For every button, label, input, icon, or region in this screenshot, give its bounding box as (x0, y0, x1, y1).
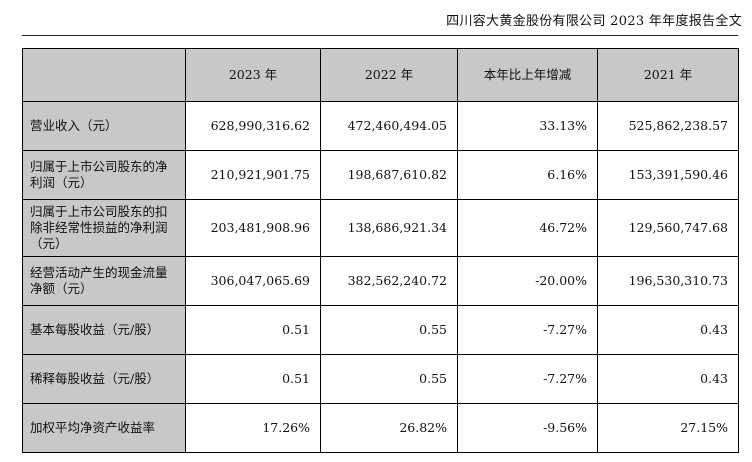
row-label: 经营活动产生的现金流量净额（元） (22, 256, 186, 306)
header-corner-cell (22, 48, 186, 102)
table-row: 营业收入（元） 628,990,316.62 472,460,494.05 33… (22, 101, 739, 151)
value-2022: 26.82% (320, 403, 458, 453)
financial-data-table: 2023 年 2022 年 本年比上年增减 2021 年 营业收入（元） 628… (22, 48, 739, 453)
row-label: 营业收入（元） (22, 101, 186, 151)
value-2022: 0.55 (320, 305, 458, 355)
value-yoy-change: 46.72% (457, 199, 598, 257)
value-2023: 203,481,908.96 (185, 199, 321, 257)
value-2023: 17.26% (185, 403, 321, 453)
table-row: 归属于上市公司股东的扣除非经常性损益的净利润（元） 203,481,908.96… (22, 199, 739, 257)
report-header-title: 四川容大黄金股份有限公司 2023 年年度报告全文 (446, 14, 742, 29)
value-2023: 306,047,065.69 (185, 256, 321, 306)
column-header-yoy-change: 本年比上年增减 (457, 48, 598, 102)
value-yoy-change: -20.00% (457, 256, 598, 306)
column-header-2023: 2023 年 (185, 48, 321, 102)
value-2021: 0.43 (597, 354, 739, 404)
value-yoy-change: -9.56% (457, 403, 598, 453)
value-2023: 210,921,901.75 (185, 150, 321, 200)
table-header-row: 2023 年 2022 年 本年比上年增减 2021 年 (22, 48, 739, 102)
row-label: 归属于上市公司股东的净利润（元） (22, 150, 186, 200)
value-2021: 0.43 (597, 305, 739, 355)
value-2022: 472,460,494.05 (320, 101, 458, 151)
value-2022: 198,687,610.82 (320, 150, 458, 200)
value-2021: 196,530,310.73 (597, 256, 739, 306)
column-header-2021: 2021 年 (597, 48, 739, 102)
row-label: 加权平均净资产收益率 (22, 403, 186, 453)
table-row: 经营活动产生的现金流量净额（元） 306,047,065.69 382,562,… (22, 256, 739, 306)
value-2021: 129,560,747.68 (597, 199, 739, 257)
table-row: 归属于上市公司股东的净利润（元） 210,921,901.75 198,687,… (22, 150, 739, 200)
table-row: 稀释每股收益（元/股） 0.51 0.55 -7.27% 0.43 (22, 354, 739, 404)
column-header-2022: 2022 年 (320, 48, 458, 102)
value-2023: 0.51 (185, 305, 321, 355)
row-label: 基本每股收益（元/股） (22, 305, 186, 355)
value-2021: 153,391,590.46 (597, 150, 739, 200)
table-row: 基本每股收益（元/股） 0.51 0.55 -7.27% 0.43 (22, 305, 739, 355)
row-label: 归属于上市公司股东的扣除非经常性损益的净利润（元） (22, 199, 186, 257)
value-yoy-change: 6.16% (457, 150, 598, 200)
value-2022: 0.55 (320, 354, 458, 404)
value-2023: 628,990,316.62 (185, 101, 321, 151)
value-2022: 382,562,240.72 (320, 256, 458, 306)
row-label: 稀释每股收益（元/股） (22, 354, 186, 404)
value-yoy-change: -7.27% (457, 305, 598, 355)
value-2023: 0.51 (185, 354, 321, 404)
header-divider (22, 35, 738, 36)
table-row: 加权平均净资产收益率 17.26% 26.82% -9.56% 27.15% (22, 403, 739, 453)
value-yoy-change: -7.27% (457, 354, 598, 404)
value-2022: 138,686,921.34 (320, 199, 458, 257)
value-2021: 525,862,238.57 (597, 101, 739, 151)
value-yoy-change: 33.13% (457, 101, 598, 151)
value-2021: 27.15% (597, 403, 739, 453)
